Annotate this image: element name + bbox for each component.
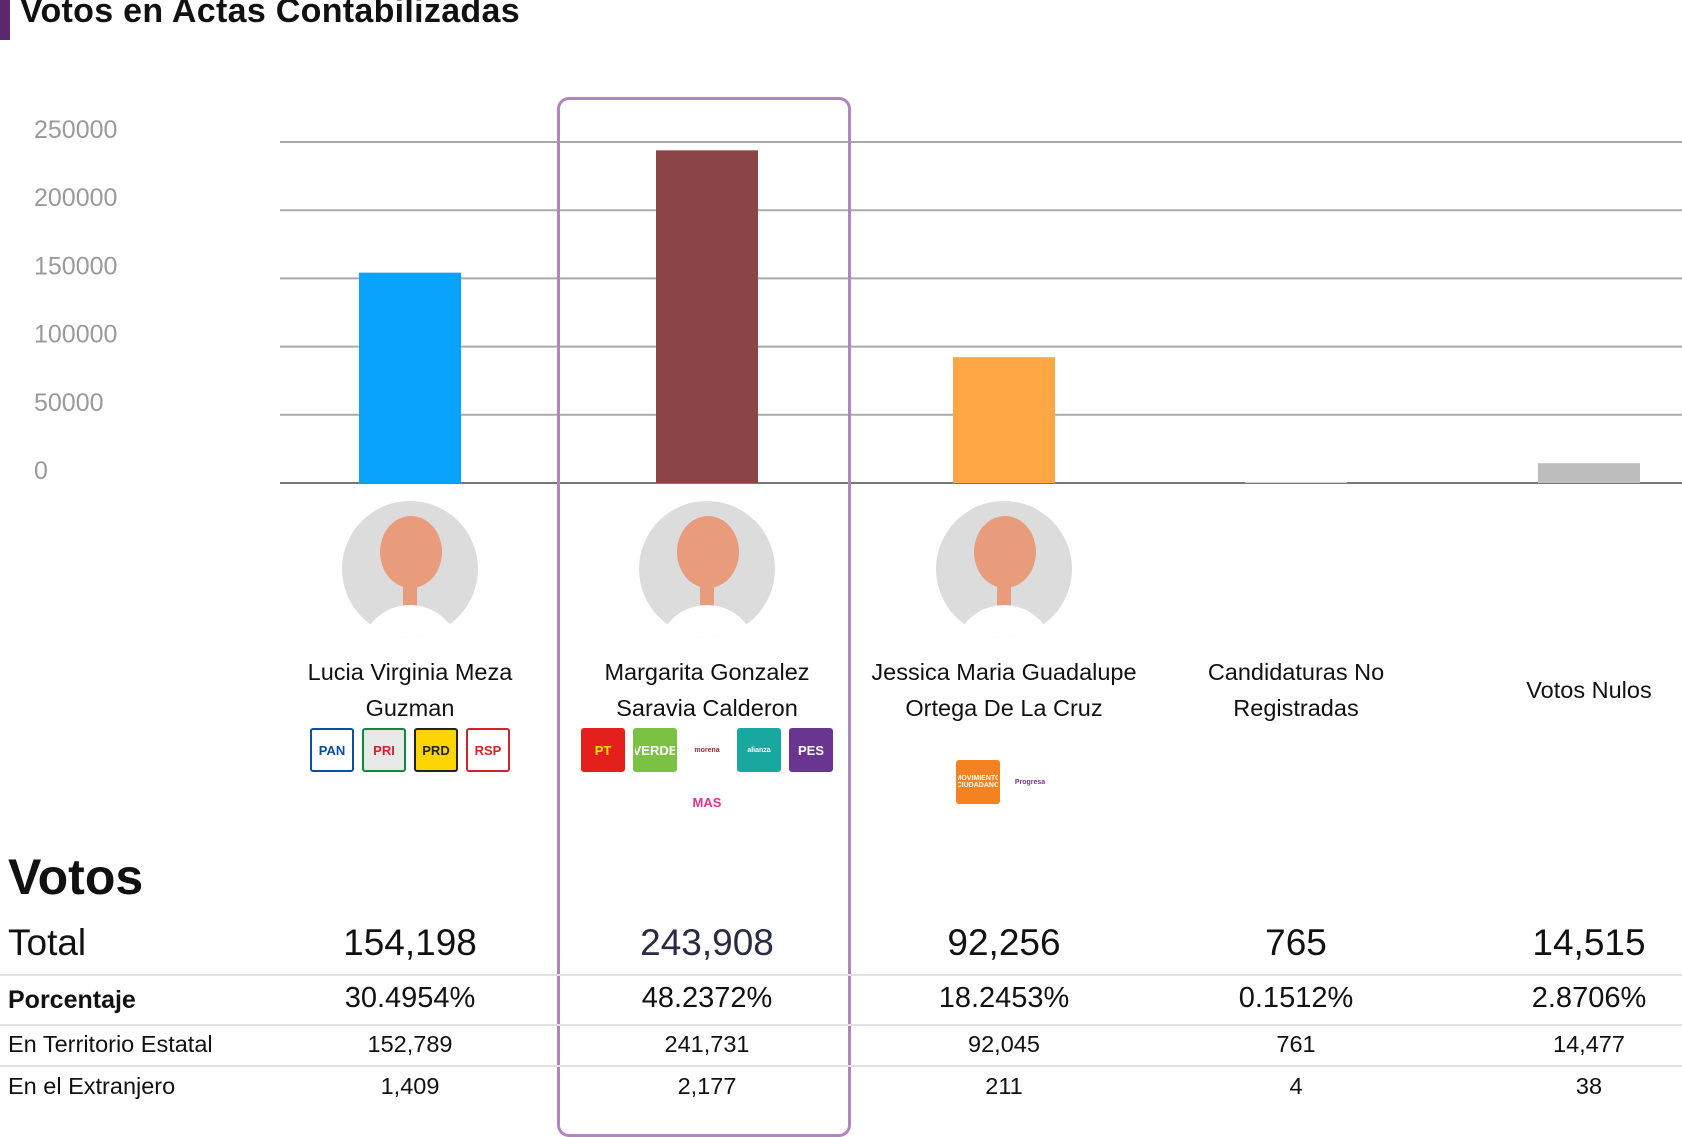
state-territory-label: En Territorio Estatal xyxy=(8,1031,213,1057)
divider xyxy=(0,1024,1682,1026)
state-territory-votes: 761 xyxy=(1276,1031,1316,1057)
vote-percentage: 18.2453% xyxy=(938,982,1070,1014)
party-logo-rsp: RSP xyxy=(466,728,510,772)
vote-percentage: 2.8706% xyxy=(1531,982,1647,1014)
candidate-name-line: Registradas xyxy=(1233,695,1359,721)
candidate-name-line: Candidaturas No xyxy=(1207,659,1385,685)
bar-1[interactable] xyxy=(359,272,461,483)
party-logo-verde: VERDE xyxy=(633,728,677,772)
abroad-votes: 2,177 xyxy=(677,1073,737,1099)
vote-percentage: 48.2372% xyxy=(641,982,773,1014)
avatar-neck xyxy=(403,581,417,611)
state-territory-votes: 241,731 xyxy=(664,1031,750,1057)
party-logo-progresa: Progresa xyxy=(1008,760,1052,804)
candidate-name-line: Lucia Virginia Meza xyxy=(307,659,513,685)
party-logo-mas: MAS xyxy=(685,780,729,824)
y-tick-label: 150000 xyxy=(34,252,117,280)
party-logo-pes: PES xyxy=(789,728,833,772)
vote-percentage: 0.1512% xyxy=(1238,982,1354,1014)
total-votes: 243,908 xyxy=(640,922,774,963)
party-logo-morena: morena xyxy=(685,728,729,772)
state-territory-votes: 152,789 xyxy=(367,1031,453,1057)
total-votes: 92,256 xyxy=(947,922,1061,963)
candidate-name: Votos Nulos xyxy=(1444,672,1682,708)
avatar-neck xyxy=(700,581,714,611)
candidate-name: Margarita Gonzalez Saravia Calderon xyxy=(562,654,852,726)
party-logo-pri: PRI xyxy=(362,728,406,772)
bar-3[interactable] xyxy=(953,357,1055,483)
y-tick-label: 50000 xyxy=(34,389,104,417)
abroad-votes: 4 xyxy=(1289,1073,1303,1099)
avatar-shirt xyxy=(360,605,460,637)
candidate-name-line: Guzman xyxy=(365,695,455,721)
candidate-name-line: Votos Nulos xyxy=(1526,677,1652,703)
abroad-votes: 1,409 xyxy=(380,1073,440,1099)
avatar-neck xyxy=(997,581,1011,611)
total-label: Total xyxy=(8,922,87,963)
party-logos: MOVIMIENTO CIUDADANO Progresa xyxy=(859,760,1149,804)
total-votes: 14,515 xyxy=(1532,922,1646,963)
party-logo-pan: PAN xyxy=(310,728,354,772)
candidate-name-line: Jessica Maria Guadalupe xyxy=(871,659,1137,685)
party-logo-movimiento-ciudadano: MOVIMIENTO CIUDADANO xyxy=(956,760,1000,804)
bar-4[interactable] xyxy=(1245,481,1347,483)
bar-5[interactable] xyxy=(1538,463,1640,483)
avatar-head xyxy=(380,516,442,588)
avatar-shirt xyxy=(657,605,757,637)
candidate-name-line: Saravia Calderon xyxy=(616,695,798,721)
candidate-name-line: Ortega De La Cruz xyxy=(905,695,1103,721)
y-tick-label: 100000 xyxy=(34,321,117,349)
candidate-avatar xyxy=(936,501,1072,637)
party-logo-prd: PRD xyxy=(414,728,458,772)
state-territory-votes: 14,477 xyxy=(1553,1031,1625,1057)
abroad-votes: 38 xyxy=(1575,1073,1603,1099)
state-territory-votes: 92,045 xyxy=(968,1031,1040,1057)
bar-2[interactable] xyxy=(656,150,758,483)
candidate-name: Lucia Virginia Meza Guzman xyxy=(265,654,555,726)
y-tick-label: 250000 xyxy=(34,116,117,144)
total-votes: 154,198 xyxy=(343,922,477,963)
candidate-name-line: Margarita Gonzalez xyxy=(604,659,810,685)
party-logo-pt: PT xyxy=(581,728,625,772)
percentage-label: Porcentaje xyxy=(8,986,136,1014)
candidate-avatar xyxy=(342,501,478,637)
divider xyxy=(0,1065,1682,1067)
candidate-name: Jessica Maria Guadalupe Ortega De La Cruz xyxy=(859,654,1149,726)
divider xyxy=(0,974,1682,976)
votes-heading: Votos xyxy=(8,849,144,905)
y-tick-label: 0 xyxy=(34,457,48,485)
avatar-shirt xyxy=(954,605,1054,637)
party-logos: PAN PRI PRD RSP xyxy=(265,728,555,772)
abroad-votes: 211 xyxy=(985,1073,1023,1099)
page-title: Votos en Actas Contabilizadas xyxy=(20,0,520,30)
candidate-name: Candidaturas No Registradas xyxy=(1151,654,1441,726)
avatar-head xyxy=(974,516,1036,588)
vote-percentage: 30.4954% xyxy=(344,982,476,1014)
total-votes: 765 xyxy=(1265,922,1327,963)
title-accent-bar xyxy=(0,0,10,40)
avatar-head xyxy=(677,516,739,588)
bar-chart: 0 50000 100000 150000 200000 250000 xyxy=(34,116,1682,485)
candidate-avatar xyxy=(639,501,775,637)
party-logo-alianza: alianza xyxy=(737,728,781,772)
y-tick-label: 200000 xyxy=(34,184,117,212)
party-logos: PT VERDE morena alianza PES MAS xyxy=(562,728,852,824)
abroad-label: En el Extranjero xyxy=(8,1073,176,1099)
